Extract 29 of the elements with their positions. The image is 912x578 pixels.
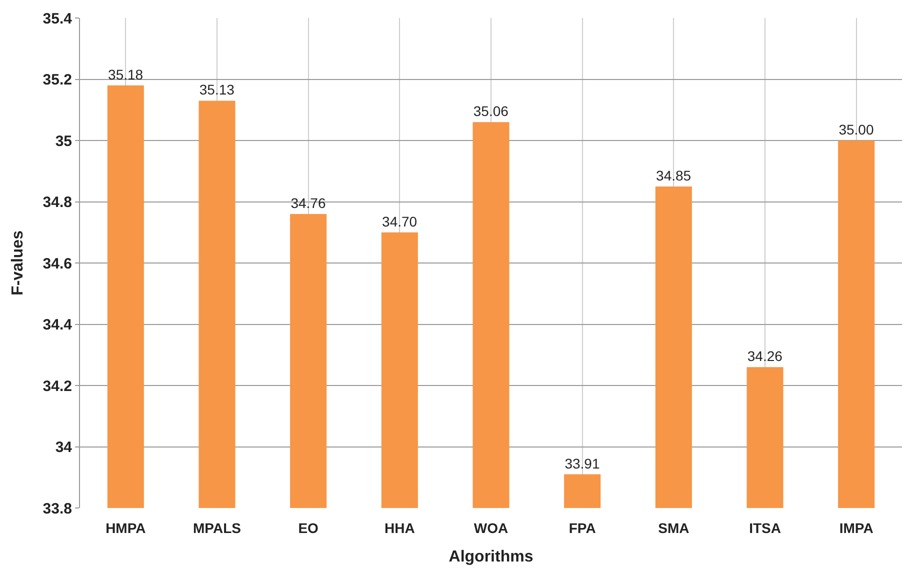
y-tick-label: 34.4 [42, 316, 73, 334]
data-label: 35.00 [838, 122, 874, 138]
x-tick-label: EO [298, 520, 319, 536]
y-tick-label: 35 [55, 132, 72, 150]
data-label: 35.18 [108, 66, 144, 82]
x-tick-label: ITSA [749, 520, 781, 536]
data-label: 35.13 [199, 82, 235, 98]
data-label: 34.70 [382, 213, 418, 230]
x-tick-label: SMA [658, 520, 690, 536]
data-label: 34.26 [747, 348, 783, 364]
y-tick-label: 35.2 [42, 72, 72, 88]
y-tick-label: 34 [55, 439, 73, 456]
x-tick-label: HHA [384, 520, 415, 536]
y-axis-title: F-values [10, 230, 27, 296]
x-tick-label: MPALS [193, 520, 241, 536]
x-tick-label: WOA [474, 520, 508, 536]
x-axis-title: Algorithms [448, 548, 534, 566]
y-tick-label: 34.8 [42, 194, 72, 211]
x-tick-label: FPA [568, 520, 596, 536]
data-label: 34.85 [656, 167, 692, 184]
y-tick-label: 35.4 [42, 10, 73, 28]
y-tick-label: 34.6 [42, 255, 72, 272]
data-label: 33.91 [564, 455, 600, 472]
data-label: 34.76 [290, 195, 326, 211]
y-tick-label: 33.8 [42, 500, 72, 518]
data-label: 35.06 [473, 103, 509, 120]
x-tick-label: HMPA [106, 520, 146, 536]
y-tick-label: 34.2 [42, 378, 72, 395]
x-tick-label: IMPA [839, 520, 874, 536]
